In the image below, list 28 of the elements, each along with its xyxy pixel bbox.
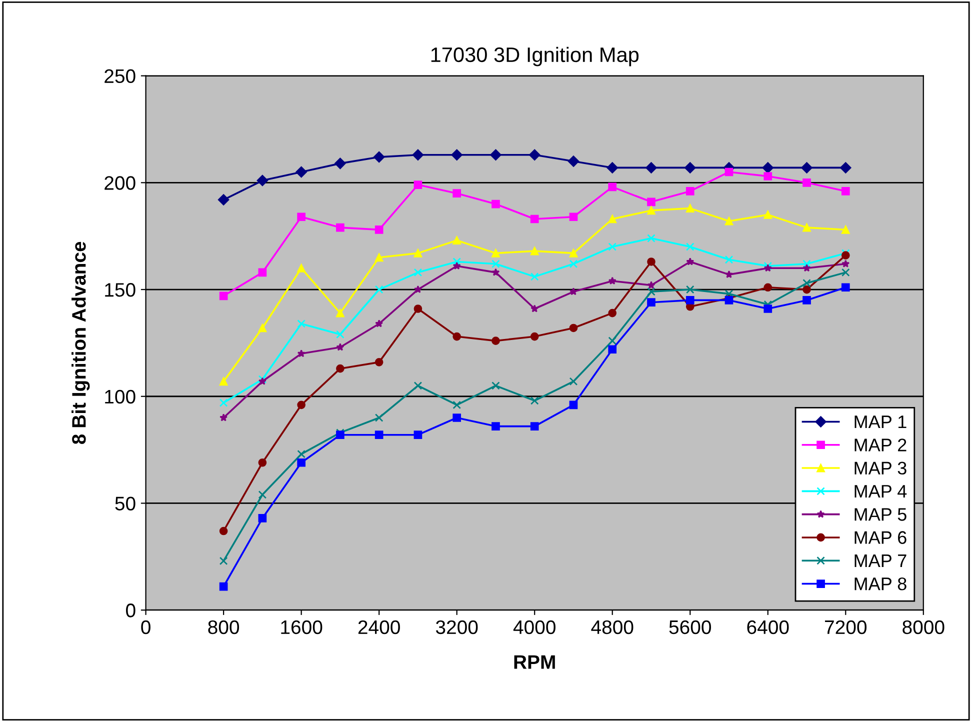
y-tick-label: 200 [104,176,136,190]
x-tick-label: 0 [141,620,150,634]
x-tick-label: 6400 [747,620,789,634]
x-tick-label: 800 [208,620,240,634]
x-tick-label: 2400 [358,620,400,634]
x-tick-label: 7200 [825,620,867,634]
legend-label: MAP 2 [854,438,906,452]
chart-title: 17030 3D Ignition Map [431,46,639,66]
y-tick-label: 250 [104,69,136,84]
legend-label: MAP 3 [854,462,906,475]
y-tick-label: 150 [105,282,136,297]
x-tick-label: 4800 [591,620,634,634]
legend-label: MAP 8 [854,577,906,590]
y-tick-label: 0 [126,604,136,618]
x-tick-label: 3200 [436,620,478,634]
x-tick-label: 5600 [669,620,711,634]
x-axis-title: RPM [514,655,555,669]
x-tick-label: 8000 [902,620,944,634]
x-tick-label: 4000 [513,620,556,634]
legend-label: MAP 1 [854,416,906,428]
y-axis-title: 8 Bit Ignition Advance [72,242,90,444]
legend-label: MAP 5 [854,508,906,521]
x-tick-label: 1600 [281,620,322,634]
y-tick-label: 100 [105,390,136,404]
legend-label: MAP 7 [854,554,906,567]
legend-label: MAP 4 [854,485,907,498]
y-tick-label: 50 [115,496,136,510]
legend-label: MAP 6 [854,531,906,544]
